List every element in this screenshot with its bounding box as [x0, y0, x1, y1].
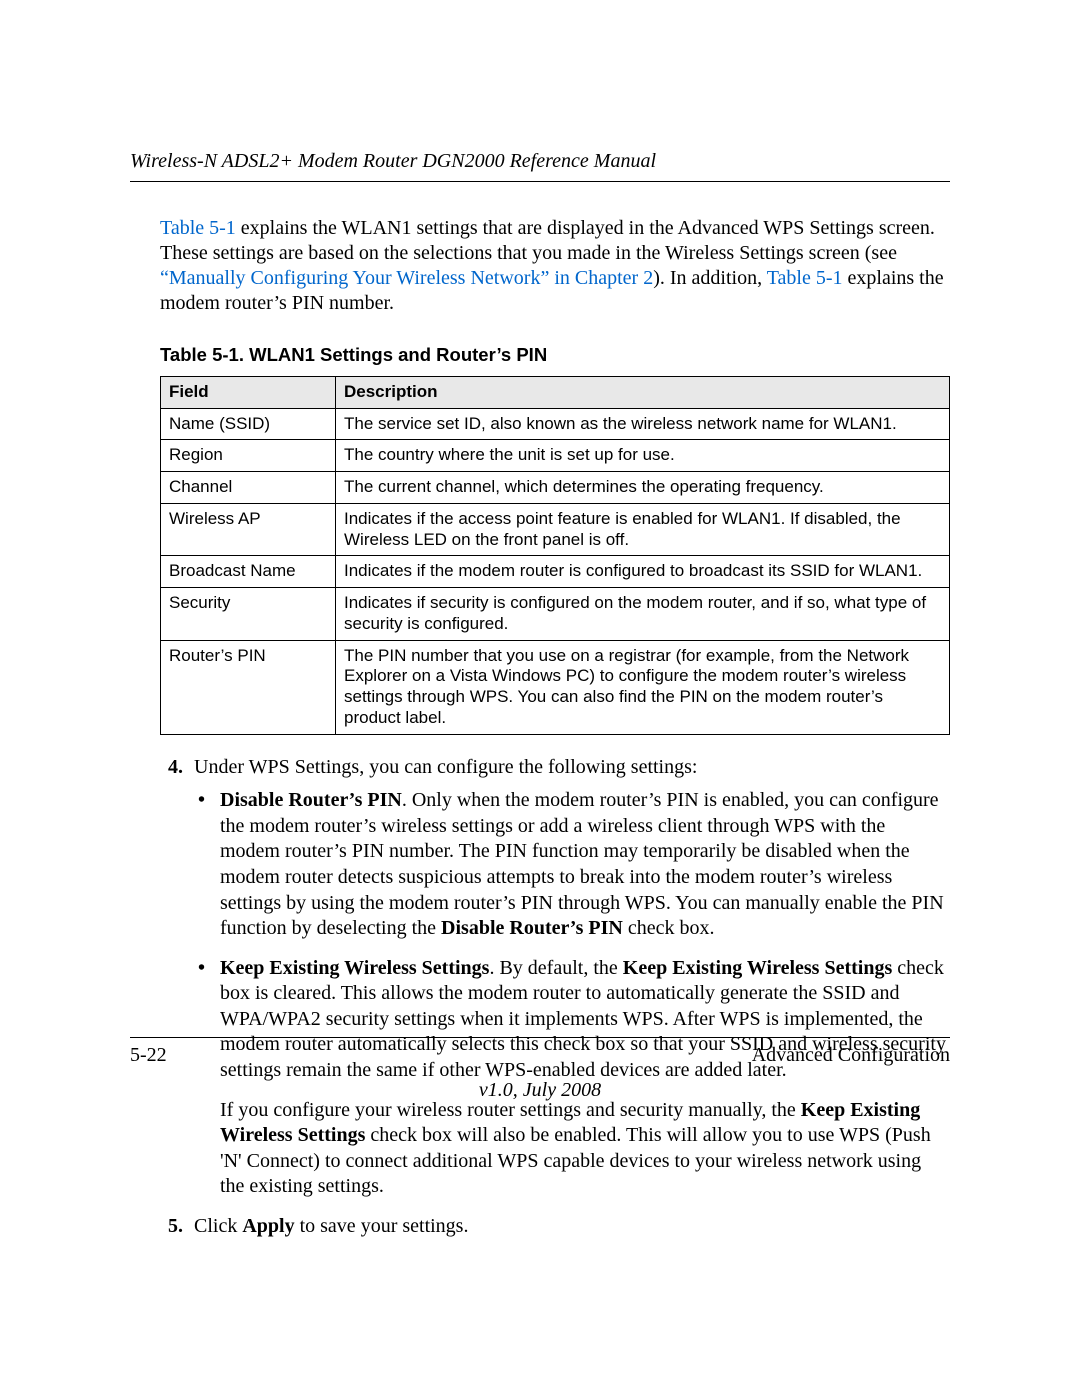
bullet-disable-pin: Disable Router’s PIN. Only when the mode…	[220, 788, 950, 942]
cell-field: Wireless AP	[161, 503, 336, 555]
cell-description: Indicates if the access point feature is…	[336, 503, 950, 555]
cell-description: Indicates if security is configured on t…	[336, 588, 950, 640]
cell-description: Indicates if the modem router is configu…	[336, 556, 950, 588]
table-row: Region The country where the unit is set…	[161, 440, 950, 472]
col-header-field: Field	[161, 377, 336, 409]
bullet-title: Disable Router’s PIN	[220, 789, 402, 811]
step-4: Under WPS Settings, you can configure th…	[188, 755, 950, 1201]
bullet-text: check box.	[623, 917, 715, 939]
cell-field: Region	[161, 440, 336, 472]
cell-field: Router’s PIN	[161, 640, 336, 734]
step-text: to save your settings.	[295, 1215, 469, 1237]
step-5: Click Apply to save your settings.	[188, 1214, 950, 1240]
cell-field: Name (SSID)	[161, 408, 336, 440]
intro-paragraph: Table 5-1 explains the WLAN1 settings th…	[160, 216, 950, 316]
page-number: 5-22	[130, 1044, 167, 1067]
bullet-title: Keep Existing Wireless Settings	[220, 957, 489, 979]
page-footer: 5-22 Advanced Configuration v1.0, July 2…	[130, 1037, 950, 1102]
table-ref-link[interactable]: Table 5-1	[767, 267, 843, 289]
table-caption: Table 5-1. WLAN1 Settings and Router’s P…	[160, 344, 950, 366]
table-row: Name (SSID) The service set ID, also kno…	[161, 408, 950, 440]
cell-field: Security	[161, 588, 336, 640]
version-line: v1.0, July 2008	[130, 1079, 950, 1102]
cell-field: Channel	[161, 472, 336, 504]
steps-list: Under WPS Settings, you can configure th…	[160, 755, 950, 1240]
section-title: Advanced Configuration	[752, 1044, 950, 1067]
table-ref-link[interactable]: Table 5-1	[160, 217, 236, 239]
intro-text: explains the WLAN1 settings that are dis…	[160, 217, 935, 264]
cell-description: The current channel, which determines th…	[336, 472, 950, 504]
bullet-inline-bold: Disable Router’s PIN	[441, 917, 623, 939]
step-text: Click	[194, 1215, 242, 1237]
step-4-bullets: Disable Router’s PIN. Only when the mode…	[194, 788, 950, 1200]
table-row: Channel The current channel, which deter…	[161, 472, 950, 504]
table-row: Wireless AP Indicates if the access poin…	[161, 503, 950, 555]
intro-text: ). In addition,	[653, 267, 767, 289]
footer-rule	[130, 1037, 950, 1038]
bullet-inline-bold: Keep Existing Wireless Settings	[623, 957, 892, 979]
table-header-row: Field Description	[161, 377, 950, 409]
wlan1-settings-table: Field Description Name (SSID) The servic…	[160, 376, 950, 735]
page: Wireless-N ADSL2+ Modem Router DGN2000 R…	[0, 0, 1080, 1397]
cell-field: Broadcast Name	[161, 556, 336, 588]
cell-description: The service set ID, also known as the wi…	[336, 408, 950, 440]
apply-label: Apply	[242, 1215, 294, 1237]
table-row: Broadcast Name Indicates if the modem ro…	[161, 556, 950, 588]
table-row: Router’s PIN The PIN number that you use…	[161, 640, 950, 734]
bullet-text: . By default, the	[489, 957, 622, 979]
table-row: Security Indicates if security is config…	[161, 588, 950, 640]
cell-description: The country where the unit is set up for…	[336, 440, 950, 472]
bullet-second-paragraph: If you configure your wireless router se…	[220, 1098, 950, 1200]
cell-description: The PIN number that you use on a registr…	[336, 640, 950, 734]
running-header: Wireless-N ADSL2+ Modem Router DGN2000 R…	[130, 150, 950, 182]
chapter-ref-link[interactable]: “Manually Configuring Your Wireless Netw…	[160, 267, 653, 289]
col-header-description: Description	[336, 377, 950, 409]
step-text: Under WPS Settings, you can configure th…	[194, 756, 697, 778]
